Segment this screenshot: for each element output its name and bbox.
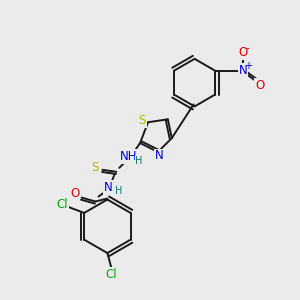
Text: +: + [244, 61, 252, 71]
Text: O: O [70, 187, 79, 200]
Text: S: S [91, 161, 98, 174]
Text: O: O [238, 46, 248, 59]
Text: N: N [238, 64, 247, 77]
Text: N: N [154, 149, 163, 162]
Text: Cl: Cl [57, 199, 68, 212]
Text: -: - [246, 43, 250, 53]
Text: NH: NH [119, 150, 137, 164]
Text: N: N [104, 181, 113, 194]
Text: O: O [255, 79, 264, 92]
Text: H: H [115, 186, 122, 196]
Text: H: H [135, 156, 143, 166]
Text: Cl: Cl [106, 268, 117, 281]
Text: S: S [138, 114, 146, 127]
